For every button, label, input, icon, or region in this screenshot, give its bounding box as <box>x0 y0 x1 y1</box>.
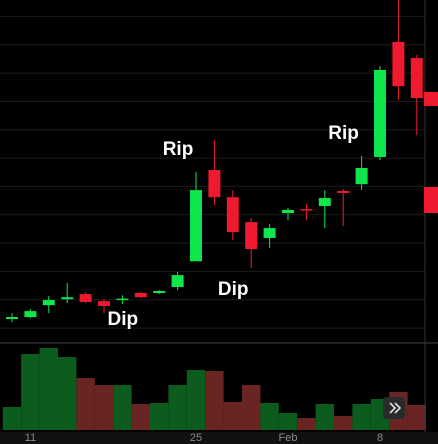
volume-bar <box>334 416 353 430</box>
volume-bar <box>58 357 77 430</box>
x-tick-label: 25 <box>190 432 202 444</box>
grid <box>0 15 425 329</box>
volume-bar <box>131 404 150 430</box>
marks <box>2 0 426 430</box>
volume-bar <box>39 348 58 430</box>
annotation: Rip <box>328 123 359 144</box>
volume-bar <box>315 404 334 430</box>
volume-bar <box>205 371 224 430</box>
candle-body <box>245 222 258 250</box>
candle-body <box>116 298 129 301</box>
candle-body <box>134 292 147 298</box>
x-tick-label: 8 <box>377 432 383 444</box>
candle-body <box>300 209 313 211</box>
annotation: Rip <box>163 139 194 160</box>
labels: 11 25 Feb 8 Rip Dip Dip Rip <box>25 123 383 444</box>
volume-bar <box>21 354 40 430</box>
candle-body <box>61 297 74 300</box>
scroll-button[interactable] <box>383 397 405 419</box>
candle-body <box>337 190 350 193</box>
candle-body <box>410 58 423 99</box>
x-tick-label: 11 <box>25 432 36 444</box>
candle-body <box>79 294 92 303</box>
price-marker <box>424 187 438 213</box>
scroll-icon[interactable] <box>389 402 402 414</box>
candle-body <box>392 41 405 87</box>
candle-body <box>263 228 276 238</box>
volume-bar <box>278 413 298 430</box>
x-tick-label: Feb <box>279 432 298 444</box>
volume-bar <box>223 402 242 430</box>
candle-body <box>24 311 37 318</box>
candle-body <box>318 198 331 206</box>
volume-bar <box>168 385 187 430</box>
candle-body <box>226 197 239 233</box>
volume-bar <box>113 385 132 430</box>
volume-bar <box>352 404 371 430</box>
price-marker <box>424 92 438 106</box>
volume-bar <box>94 385 114 430</box>
candle-body <box>282 209 294 214</box>
volume-bar <box>407 405 426 430</box>
volume-bar <box>150 403 169 430</box>
volume-bar <box>242 385 261 430</box>
annotation: Dip <box>107 309 138 330</box>
candle-body <box>42 300 55 306</box>
candle-body <box>6 317 18 320</box>
candle-body <box>374 69 386 157</box>
volume-bar <box>186 370 206 430</box>
time-axis <box>0 432 438 444</box>
volume-bar <box>297 418 316 430</box>
candle-body <box>153 290 166 293</box>
candle-body <box>98 301 110 306</box>
annotation: Dip <box>218 279 249 300</box>
volume-bar <box>76 378 95 430</box>
candle-body <box>190 190 202 262</box>
candle-body <box>171 275 184 288</box>
candle-body <box>355 168 368 185</box>
volume-bar <box>260 403 279 430</box>
volume-bar <box>2 407 22 430</box>
candle-body <box>208 170 221 198</box>
